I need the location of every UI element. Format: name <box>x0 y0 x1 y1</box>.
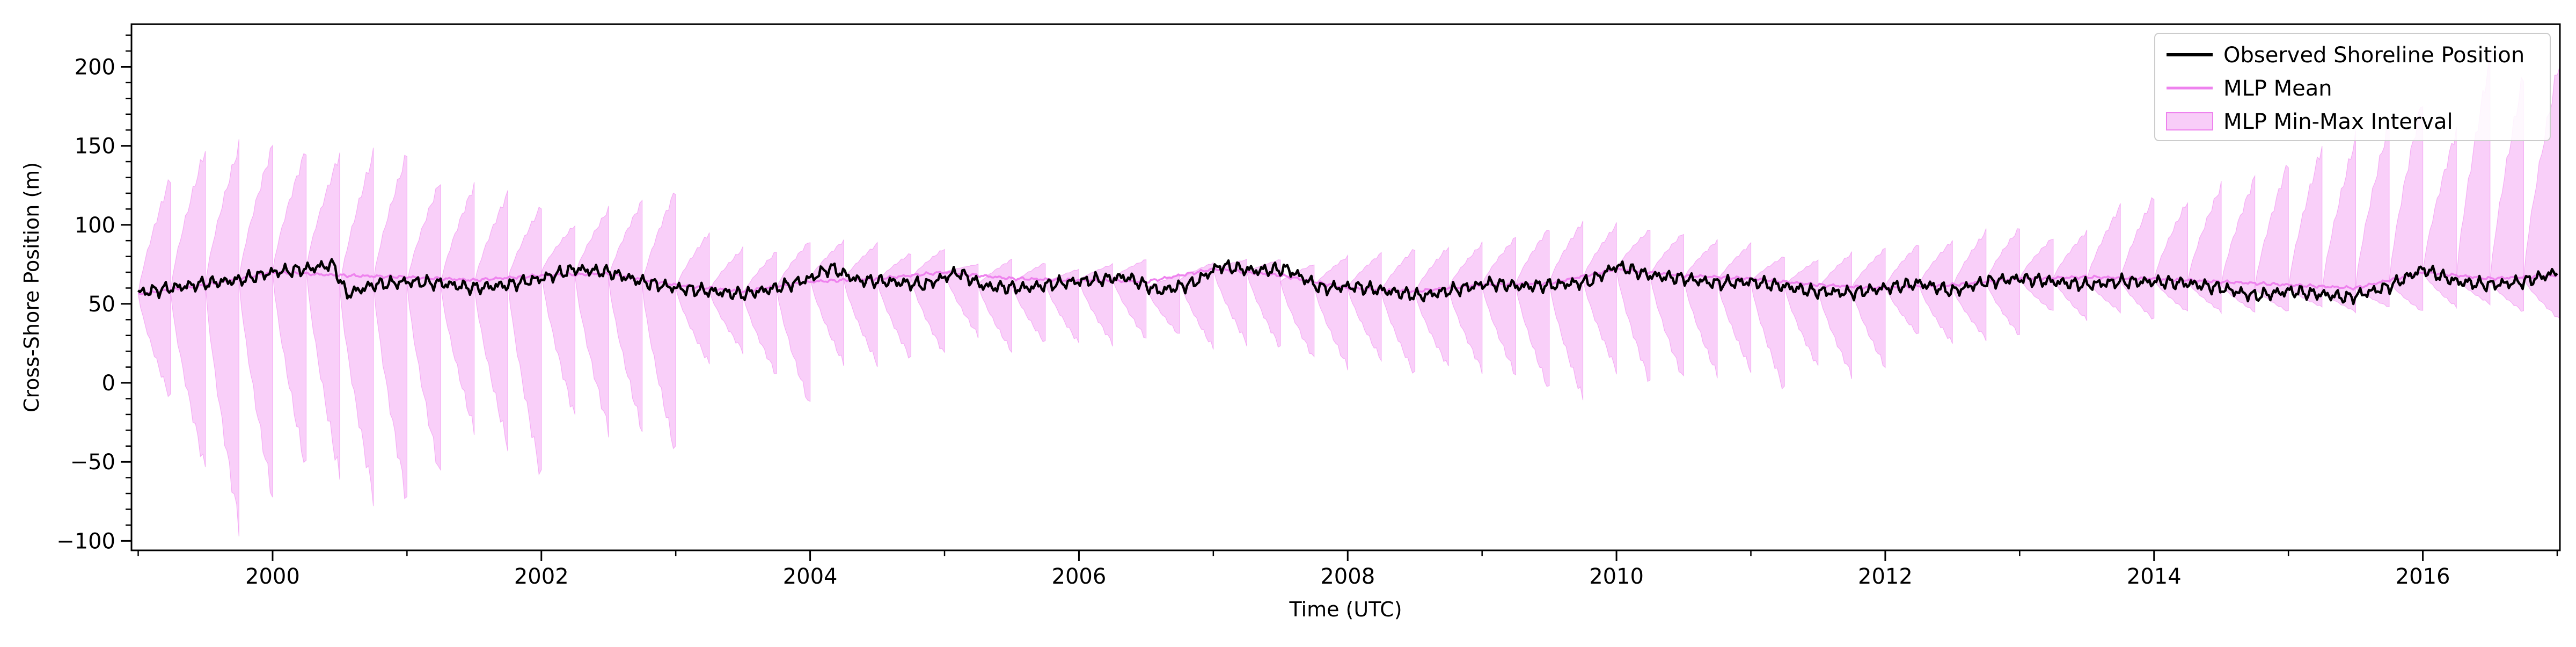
interval-band-8 <box>406 184 441 471</box>
interval-band-49 <box>1784 259 1819 366</box>
interval-band-26 <box>1011 263 1046 343</box>
y-tick-label: 100 <box>75 213 115 238</box>
x-tick-label: 2000 <box>245 564 300 589</box>
x-tick-label: 2008 <box>1320 564 1375 589</box>
interval-band-13 <box>574 206 609 438</box>
interval-band-11 <box>507 206 542 476</box>
interval-band-61 <box>2187 181 2222 315</box>
interval-band-47 <box>1717 242 1752 373</box>
interval-band-46 <box>1683 239 1718 379</box>
legend-mlp-mean-label: MLP Mean <box>2223 76 2332 101</box>
interval-band-68 <box>2422 127 2457 309</box>
interval-band-43 <box>1582 222 1617 375</box>
interval-band-44 <box>1616 229 1651 382</box>
interval-band-41 <box>1515 230 1550 387</box>
interval-band-17 <box>709 246 744 354</box>
interval-band-2 <box>205 139 239 537</box>
interval-band-18 <box>742 252 777 374</box>
x-tick-label: 2002 <box>514 564 569 589</box>
x-tick-label: 2004 <box>783 564 838 589</box>
x-axis-label: Time (UTC) <box>1289 598 1402 621</box>
interval-band-63 <box>2254 164 2289 311</box>
y-axis: −100 −50 0 50 100 150 200 <box>56 34 131 554</box>
interval-band-57 <box>2053 229 2088 321</box>
interval-band-10 <box>473 190 508 452</box>
y-tick-label: 150 <box>75 134 115 159</box>
interval-band-9 <box>440 182 475 435</box>
interval-band-5 <box>305 152 340 480</box>
interval-band-22 <box>877 253 912 359</box>
plot-frame <box>130 23 2561 551</box>
series-mlp-mean-line <box>137 267 2558 296</box>
interval-band-35 <box>1314 254 1348 370</box>
legend-interval-label: MLP Min-Max Interval <box>2223 110 2453 134</box>
y-tick-label: 50 <box>88 292 115 317</box>
interval-band-58 <box>2086 203 2121 314</box>
interval-band-4 <box>272 153 307 463</box>
interval-band-42 <box>1549 221 1584 401</box>
interval-band-65 <box>2322 130 2356 314</box>
interval-band-62 <box>2221 175 2256 313</box>
interval-band-37 <box>1381 249 1416 374</box>
interval-band-60 <box>2154 202 2188 312</box>
interval-band-56 <box>2019 238 2054 311</box>
legend-interval-swatch <box>2166 112 2213 130</box>
x-tick-label: 2014 <box>2127 564 2182 589</box>
interval-band-38 <box>1414 246 1449 367</box>
interval-band-21 <box>843 241 878 367</box>
interval-band-23 <box>910 249 945 354</box>
interval-band-33 <box>1246 259 1281 348</box>
legend-observed-label: Observed Shoreline Position <box>2223 43 2524 68</box>
y-tick-label: −100 <box>56 529 115 554</box>
interval-band-25 <box>977 258 1012 354</box>
interval-band-1 <box>170 151 206 468</box>
legend-box <box>2154 33 2551 141</box>
interval-band-3 <box>238 144 273 498</box>
x-tick-label: 2006 <box>1052 564 1107 589</box>
interval-band-66 <box>2355 123 2390 308</box>
interval-band-16 <box>675 232 710 365</box>
y-tick-label: −50 <box>70 450 115 475</box>
interval-band-51 <box>1851 248 1886 368</box>
x-tick-label: 2012 <box>1858 564 1913 589</box>
x-axis: 2000 2002 2004 2006 2008 2010 2012 2014 2016 <box>137 550 2558 589</box>
y-tick-label: 0 <box>102 371 115 396</box>
interval-band-39 <box>1448 241 1483 374</box>
interval-band-36 <box>1347 251 1382 362</box>
interval-band-7 <box>373 155 408 499</box>
legend: Observed Shoreline Position MLP Mean MLP… <box>2154 33 2551 141</box>
interval-band-40 <box>1482 237 1516 376</box>
interval-band-15 <box>641 192 676 449</box>
interval-band-29 <box>1112 259 1147 339</box>
interval-band-45 <box>1650 234 1684 377</box>
interval-band-48 <box>1750 256 1785 390</box>
x-tick-label: 2016 <box>2396 564 2450 589</box>
interval-band-12 <box>541 225 576 415</box>
x-tick-label: 2010 <box>1589 564 1644 589</box>
interval-band-20 <box>809 239 844 366</box>
interval-band-67 <box>2389 106 2424 311</box>
interval-band-14 <box>608 199 643 432</box>
interval-band-50 <box>1818 251 1852 379</box>
series-layer <box>137 258 2558 306</box>
interval-band-30 <box>1145 275 1180 334</box>
interval-band-19 <box>776 242 811 402</box>
series-observed-line <box>137 258 2558 306</box>
y-tick-label: 200 <box>75 55 115 79</box>
interval-band-64 <box>2288 146 2323 308</box>
y-axis-label: Cross-Shore Position (m) <box>20 162 43 412</box>
interval-band-6 <box>339 147 374 506</box>
interval-band-59 <box>2120 197 2155 319</box>
